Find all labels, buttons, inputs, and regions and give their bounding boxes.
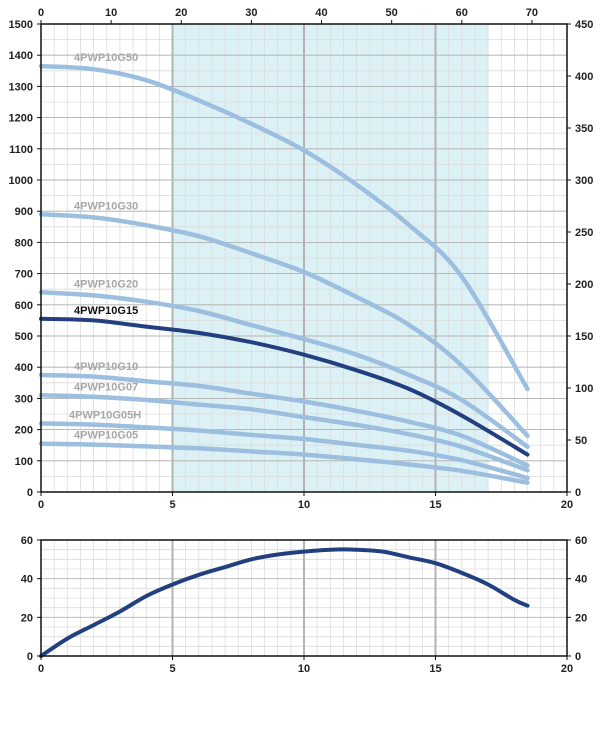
y-left-tick-label: 200 [15, 425, 33, 437]
y-left-tick-label: 400 [15, 362, 33, 374]
x-top-tick-label: 70 [526, 7, 538, 19]
y-left-tick-label: 40 [21, 574, 33, 586]
x-tick-label: 5 [169, 499, 175, 511]
series-label-4pwp10g15: 4PWP10G15 [74, 305, 138, 317]
series-label-4pwp10g30: 4PWP10G30 [74, 200, 138, 212]
y-left-tick-label: 1400 [9, 50, 33, 62]
y-left-tick-label: 60 [21, 535, 33, 547]
y-left-tick-label: 1300 [9, 81, 33, 93]
y-right-tick-label: 400 [575, 71, 593, 83]
x-top-tick-label: 0 [38, 7, 44, 19]
curve-4pwp10g07 [38, 393, 530, 473]
x-top-tick-label: 10 [105, 7, 117, 19]
y-left-tick-label: 600 [15, 300, 33, 312]
y-right-tick-label: 300 [575, 175, 593, 187]
curve-4pwp10g15 [39, 316, 530, 457]
y-left-tick-label: 1000 [9, 175, 33, 187]
series-label-4pwp10g50: 4PWP10G50 [74, 52, 138, 64]
curve-4pwp10g10 [38, 372, 530, 468]
y-right-tick-label: 200 [575, 279, 593, 291]
series-label-4pwp10g10: 4PWP10G10 [74, 361, 138, 373]
y-left-tick-label: 0 [27, 651, 33, 663]
y-left-tick-label: 700 [15, 269, 33, 281]
y-left-tick-label: 1500 [9, 19, 33, 31]
x-top-tick-label: 40 [315, 7, 327, 19]
series-label-4pwp10g05: 4PWP10G05 [74, 430, 138, 442]
series-label-4pwp10g05h: 4PWP10G05H [69, 409, 141, 421]
x-tick-label: 10 [298, 499, 310, 511]
x-tick-label: 20 [561, 499, 573, 511]
y-left-tick-label: 900 [15, 206, 33, 218]
y-right-tick-label: 40 [575, 574, 587, 586]
head-flow-chart: 4PWP10G50 4PWP10G30 4PWP10G20 4PWP10G15 4PWP… [9, 7, 594, 511]
y-right-tick-label: 50 [575, 435, 587, 447]
x-tick-label: 20 [561, 663, 573, 675]
y-right-tick-label: 150 [575, 331, 593, 343]
y-right-tick-label: 20 [575, 612, 587, 624]
y-right-tick-label: 450 [575, 19, 593, 31]
series-label-4pwp10g20: 4PWP10G20 [74, 278, 138, 290]
y-right-tick-label: 0 [575, 487, 581, 499]
x-top-tick-label: 60 [456, 7, 468, 19]
y-right-tick-label: 250 [575, 227, 593, 239]
curve-4pwp10g20 [38, 290, 530, 450]
y-left-tick-label: 800 [15, 237, 33, 249]
x-top-tick-label: 20 [175, 7, 187, 19]
y-right-tick-label: 0 [575, 651, 581, 663]
y-left-tick-label: 500 [15, 331, 33, 343]
x-tick-label: 5 [169, 663, 175, 675]
curve-4pwp10g50 [38, 63, 530, 392]
y-left-tick-label: 20 [21, 612, 33, 624]
curve-4pwp10g05 [38, 441, 530, 485]
y-left-tick-label: 1100 [9, 144, 33, 156]
y-left-tick-label: 300 [15, 393, 33, 405]
series-label-4pwp10g07: 4PWP10G07 [74, 381, 138, 393]
curve-4pwp10g05h [38, 421, 530, 481]
y-left-tick-label: 1200 [9, 113, 33, 125]
x-tick-label: 10 [298, 663, 310, 675]
x-tick-label: 15 [429, 663, 441, 675]
x-top-tick-label: 50 [386, 7, 398, 19]
y-right-tick-label: 60 [575, 535, 587, 547]
y-right-tick-label: 100 [575, 383, 593, 395]
y-right-tick-label: 350 [575, 123, 593, 135]
x-tick-label: 0 [38, 499, 44, 511]
x-tick-label: 15 [429, 499, 441, 511]
x-top-tick-label: 30 [245, 7, 257, 19]
y-left-tick-label: 0 [27, 487, 33, 499]
y-left-tick-label: 100 [15, 456, 33, 468]
curve-4pwp10g30 [38, 212, 530, 439]
x-tick-label: 0 [38, 663, 44, 675]
efficiency-curve [39, 547, 530, 658]
